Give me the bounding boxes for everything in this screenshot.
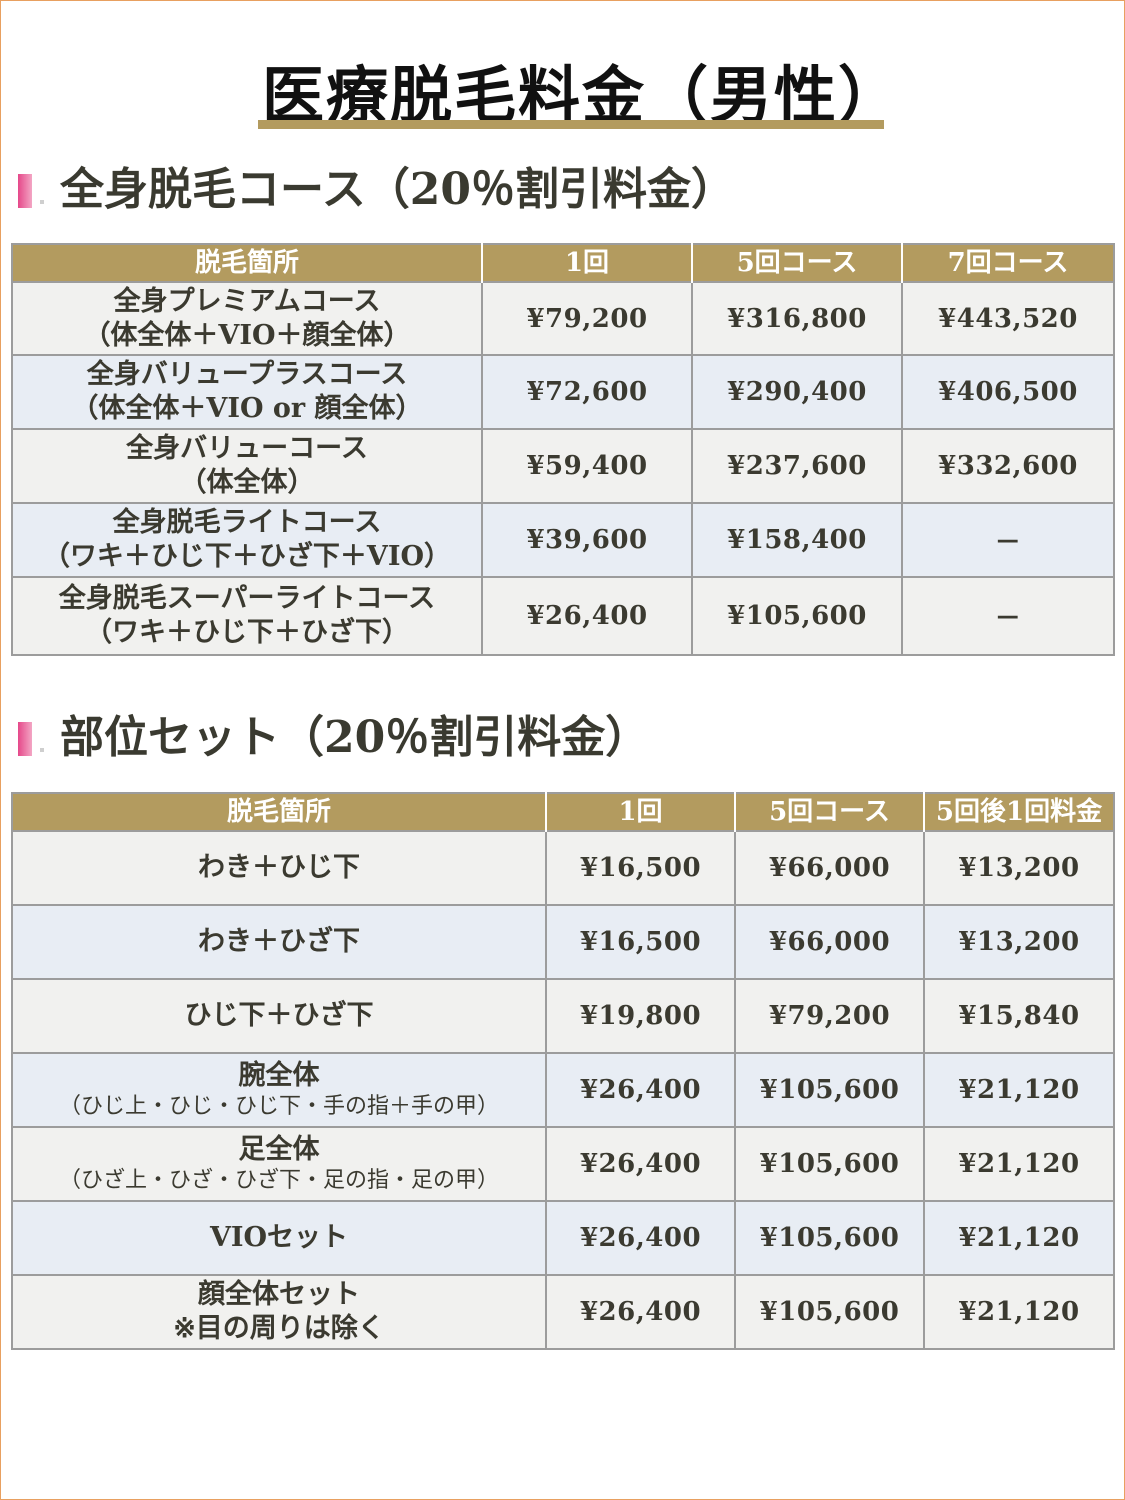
full-body-price-table: 脱毛箇所 1回 5回コース 7回コース 全身プレミアムコース （体全体＋VIO＋顔… <box>11 243 1115 656</box>
price-5-course: ¥66,000 <box>734 830 925 906</box>
price-5-course: ¥105,600 <box>691 576 903 656</box>
price-once: ¥26,400 <box>545 1052 736 1128</box>
header-once: 1回 <box>481 244 693 282</box>
price-after-5: ¥15,840 <box>923 978 1115 1054</box>
section-heading-text: 部位セット（20％割引料金） <box>60 712 650 763</box>
course-name: 全身脱毛スーパーライトコース （ワキ＋ひじ下＋ひざ下） <box>11 576 483 656</box>
table-row: VIOセット ¥26,400 ¥105,600 ¥21,120 <box>11 1200 1115 1276</box>
table-row: 全身脱毛ライトコース （ワキ＋ひじ下＋ひざ下＋VIO） ¥39,600 ¥158,… <box>11 502 1115 578</box>
price-7-course: ¥332,600 <box>901 428 1115 504</box>
table-header-row: 脱毛箇所 1回 5回コース 5回後1回料金 <box>12 793 1114 831</box>
header-7-course: 7回コース <box>901 244 1114 282</box>
price-once: ¥16,500 <box>545 830 736 906</box>
price-once: ¥26,400 <box>545 1274 736 1350</box>
table-row: わき＋ひざ下 ¥16,500 ¥66,000 ¥13,200 <box>11 904 1115 980</box>
price-5-course: ¥158,400 <box>691 502 903 578</box>
price-once: ¥19,800 <box>545 978 736 1054</box>
header-5-course: 5回コース <box>691 244 903 282</box>
table-header-row: 脱毛箇所 1回 5回コース 7回コース <box>12 244 1114 282</box>
section-marker-icon <box>18 174 44 208</box>
title-underline <box>258 120 884 129</box>
price-once: ¥16,500 <box>545 904 736 980</box>
price-once: ¥72,600 <box>481 354 693 430</box>
section-marker-icon <box>18 722 44 756</box>
part-name: 足全体 （ひざ上・ひざ・ひざ下・足の指・足の甲） <box>11 1126 547 1202</box>
price-once: ¥26,400 <box>545 1126 736 1202</box>
table-row: 足全体 （ひざ上・ひざ・ひざ下・足の指・足の甲） ¥26,400 ¥105,600… <box>11 1126 1115 1202</box>
price-5-course: ¥290,400 <box>691 354 903 430</box>
table-row: 全身脱毛スーパーライトコース （ワキ＋ひじ下＋ひざ下） ¥26,400 ¥105,… <box>11 576 1115 656</box>
price-5-course: ¥105,600 <box>734 1126 925 1202</box>
price-once: ¥59,400 <box>481 428 693 504</box>
table-row: わき＋ひじ下 ¥16,500 ¥66,000 ¥13,200 <box>11 830 1115 906</box>
part-name: わき＋ひざ下 <box>11 904 547 980</box>
course-name: 全身バリュープラスコース （体全体＋VIO or 顔全体） <box>11 354 483 430</box>
part-name: VIOセット <box>11 1200 547 1276</box>
price-once: ¥79,200 <box>481 281 693 356</box>
price-after-5: ¥21,120 <box>923 1274 1115 1350</box>
price-5-course: ¥79,200 <box>734 978 925 1054</box>
course-name: 全身プレミアムコース （体全体＋VIO＋顔全体） <box>11 281 483 356</box>
price-once: ¥39,600 <box>481 502 693 578</box>
table-row: 顔全体セット ※目の周りは除く ¥26,400 ¥105,600 ¥21,120 <box>11 1274 1115 1350</box>
header-area: 脱毛箇所 <box>12 244 483 282</box>
table-row: 全身バリュープラスコース （体全体＋VIO or 顔全体） ¥72,600 ¥29… <box>11 354 1115 430</box>
table-row: ひじ下＋ひざ下 ¥19,800 ¥79,200 ¥15,840 <box>11 978 1115 1054</box>
price-5-course: ¥105,600 <box>734 1052 925 1128</box>
price-5-course: ¥316,800 <box>691 281 903 356</box>
table-row: 腕全体 （ひじ上・ひじ・ひじ下・手の指＋手の甲） ¥26,400 ¥105,600… <box>11 1052 1115 1128</box>
header-area: 脱毛箇所 <box>12 793 547 831</box>
price-after-5: ¥21,120 <box>923 1200 1115 1276</box>
price-after-5: ¥21,120 <box>923 1126 1115 1202</box>
price-5-course: ¥105,600 <box>734 1200 925 1276</box>
price-5-course: ¥237,600 <box>691 428 903 504</box>
price-5-course: ¥105,600 <box>734 1274 925 1350</box>
header-once: 1回 <box>545 793 736 831</box>
price-after-5: ¥21,120 <box>923 1052 1115 1128</box>
price-once: ¥26,400 <box>481 576 693 656</box>
header-5-course: 5回コース <box>734 793 925 831</box>
price-5-course: ¥66,000 <box>734 904 925 980</box>
price-after-5: ¥13,200 <box>923 904 1115 980</box>
table-row: 全身バリューコース （体全体） ¥59,400 ¥237,600 ¥332,600 <box>11 428 1115 504</box>
part-name: 腕全体 （ひじ上・ひじ・ひじ下・手の指＋手の甲） <box>11 1052 547 1128</box>
price-7-course: ¥406,500 <box>901 354 1115 430</box>
price-once: ¥26,400 <box>545 1200 736 1276</box>
part-set-price-table: 脱毛箇所 1回 5回コース 5回後1回料金 わき＋ひじ下 ¥16,500 ¥66… <box>11 792 1115 1350</box>
page-title: 医療脱毛料金（男性） <box>262 59 903 132</box>
price-7-course: － <box>901 502 1115 578</box>
part-name: わき＋ひじ下 <box>11 830 547 906</box>
price-7-course: ¥443,520 <box>901 281 1115 356</box>
part-name: 顔全体セット ※目の周りは除く <box>11 1274 547 1350</box>
course-name: 全身バリューコース （体全体） <box>11 428 483 504</box>
course-name: 全身脱毛ライトコース （ワキ＋ひじ下＋ひざ下＋VIO） <box>11 502 483 578</box>
header-after-5-once: 5回後1回料金 <box>923 793 1114 831</box>
table-row: 全身プレミアムコース （体全体＋VIO＋顔全体） ¥79,200 ¥316,800… <box>11 281 1115 356</box>
section-heading-text: 全身脱毛コース（20％割引料金） <box>60 164 736 215</box>
price-7-course: － <box>901 576 1115 656</box>
part-name: ひじ下＋ひざ下 <box>11 978 547 1054</box>
price-after-5: ¥13,200 <box>923 830 1115 906</box>
